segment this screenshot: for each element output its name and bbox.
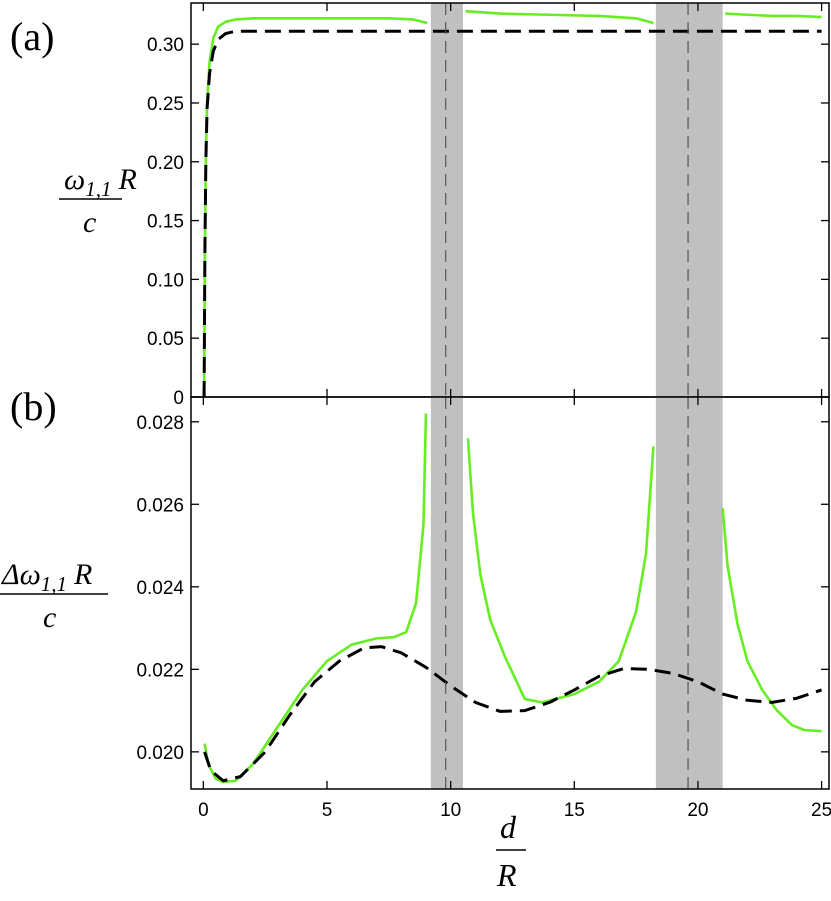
y-tick-label-b-3: 0.026 [136,495,184,516]
svg-text:Δω1,1R: Δω1,1 R [1,558,92,596]
x-tick-label-b-0: 0 [198,800,209,821]
vertical-dashed-lines-a [445,3,689,397]
plot-frame-a [190,2,830,398]
ticks-a: 0 0.05 0.10 0.15 0.20 0.25 0.30 [147,3,829,409]
y-tick-label-b-2: 0.024 [136,578,184,599]
ticks-b: 0 5 10 15 20 25 0.020 0.022 0.024 0.026 0.028 [136,397,831,821]
xlabel-denominator: R [496,857,517,893]
panel-label-a: (a) [10,14,54,59]
x-tick-label-b-1: 5 [322,800,333,821]
vertical-dashed-lines-b [445,397,689,789]
y-tick-label-a-0: 0 [173,388,184,409]
shaded-bands-b [430,397,723,789]
ylabel-b-symbol: Δω [1,558,41,591]
series-b [203,413,823,784]
panel-a: 0 0.05 0.10 0.15 0.20 0.25 0.30 (a) ω1,1 R c [10,2,830,409]
y-tick-label-a-3: 0.15 [147,212,184,233]
ylabel-b-denominator: c [43,601,56,634]
green-series-b-segment-0 [203,413,428,784]
series-a [202,9,822,398]
green-series-b-segment-2 [721,508,822,733]
y-tick-label-a-2: 0.10 [147,270,184,291]
green-series-a-segment-1 [465,9,654,25]
y-tick-label-a-6: 0.30 [147,35,184,56]
shaded-bands-a [430,3,723,397]
ylabel-a-symbol: ω [64,163,85,196]
ylabel-a-subscript: 1,1 [85,177,111,201]
xlabel-numerator: d [500,809,517,845]
green-series-a-segment-2 [725,12,822,19]
ylabel-b-var: R [73,558,92,591]
x-tick-label-b-2: 10 [440,800,461,821]
shaded-band-a-0 [430,3,464,397]
dashed-series-a-segment-0 [202,29,822,398]
ylabel-a-denominator: c [83,206,96,239]
x-tick-label-b-3: 15 [564,800,585,821]
y-tick-label-b-4: 0.028 [136,413,184,434]
ylabel-a-var: R [117,163,136,196]
plot-frame-b [190,396,830,790]
panel-label-b: (b) [10,384,57,429]
shaded-band-b-1 [655,397,723,789]
dashed-series-b-segment-0 [203,645,823,783]
y-tick-label-a-1: 0.05 [147,329,184,350]
y-axis-label-a: ω1,1 R c [59,163,137,239]
y-tick-label-b-0: 0.020 [136,743,184,764]
x-axis-label: d R [496,809,526,893]
svg-text:ω1,1R: ω1,1 R [64,163,137,201]
shaded-band-b-0 [430,397,464,789]
y-tick-label-a-4: 0.20 [147,153,184,174]
green-series-a-segment-0 [202,16,428,398]
x-tick-label-b-5: 25 [811,800,831,821]
y-axis-label-b: Δω1,1 R c [0,558,108,634]
y-tick-label-a-5: 0.25 [147,94,184,115]
shaded-band-a-1 [655,3,723,397]
ylabel-b-subscript: 1,1 [41,572,67,596]
x-tick-label-b-4: 20 [687,800,708,821]
green-series-b-segment-1 [466,438,655,704]
y-tick-label-b-1: 0.022 [136,660,184,681]
